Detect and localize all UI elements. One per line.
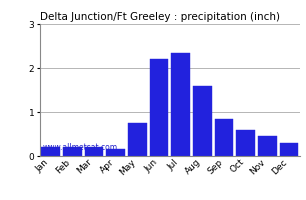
Bar	[150, 59, 168, 156]
Bar	[128, 123, 147, 156]
Text: www.allmetsat.com: www.allmetsat.com	[42, 143, 118, 152]
Bar	[280, 143, 298, 156]
Bar	[63, 147, 81, 156]
Text: Delta Junction/Ft Greeley : precipitation (inch): Delta Junction/Ft Greeley : precipitatio…	[40, 12, 280, 22]
Bar	[237, 130, 255, 156]
Bar	[171, 53, 190, 156]
Bar	[106, 149, 125, 156]
Bar	[215, 119, 233, 156]
Bar	[193, 86, 211, 156]
Bar	[258, 136, 277, 156]
Bar	[85, 147, 103, 156]
Bar	[41, 147, 60, 156]
